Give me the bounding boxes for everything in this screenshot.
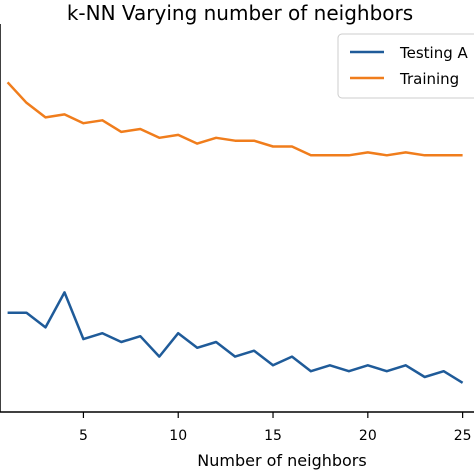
- x-axis-label: Number of neighbors: [197, 451, 366, 470]
- legend: Testing A Training: [337, 33, 474, 99]
- legend-box: [337, 33, 474, 99]
- x-tick-label: 15: [264, 428, 282, 444]
- series-line-testing: [7, 291, 464, 384]
- x-tick-label: 25: [454, 428, 472, 444]
- x-ticks: 5 10 15 20 25: [79, 412, 472, 444]
- series-line-training: [6, 81, 463, 157]
- axes-frame: [0, 24, 474, 413]
- chart-title: k-NN Varying number of neighbors: [67, 1, 413, 25]
- x-tick-label: 20: [359, 428, 377, 444]
- plot-series: [6, 81, 464, 384]
- x-tick-label: 5: [79, 428, 88, 444]
- x-tick-label: 10: [169, 428, 187, 444]
- legend-label-testing: Testing A: [399, 44, 469, 62]
- legend-label-training: Training: [399, 70, 459, 88]
